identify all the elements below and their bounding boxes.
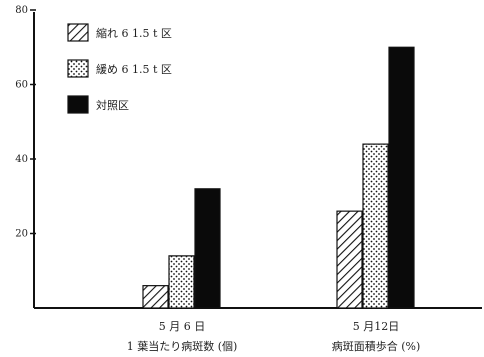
- legend-swatch-solid: [67, 95, 89, 114]
- legend-swatch-hatch: [67, 23, 89, 42]
- y-tick-label: 80: [15, 5, 28, 16]
- bar-hatch-2: [336, 210, 363, 309]
- bar-solid-2: [388, 46, 415, 309]
- y-tick-label: 60: [15, 80, 28, 91]
- legend-label: 対照区: [96, 98, 129, 112]
- bar-solid-1: [194, 188, 221, 309]
- bar-hatch-1: [142, 285, 169, 309]
- bars-layer: [142, 46, 415, 309]
- category-label: 5 月12日: [353, 320, 400, 333]
- bar-dots-1: [168, 255, 195, 309]
- y-tick-label: 20: [15, 229, 28, 240]
- bar-dots-2: [362, 143, 389, 309]
- legend-swatch-dots: [67, 59, 89, 78]
- category-sublabel: 病斑面積歩合 (%): [332, 339, 421, 353]
- y-tick-label: 40: [15, 154, 28, 165]
- category-sublabel: 1 葉当たり病斑数 (個): [127, 339, 238, 353]
- category-label: 5 月 6 日: [159, 320, 206, 333]
- legend-label: 緩め 6 1.5 t 区: [96, 63, 172, 76]
- legend-label: 縮れ 6 1.5 t 区: [96, 26, 172, 40]
- y-ticks: 20 40 60 80: [15, 5, 36, 240]
